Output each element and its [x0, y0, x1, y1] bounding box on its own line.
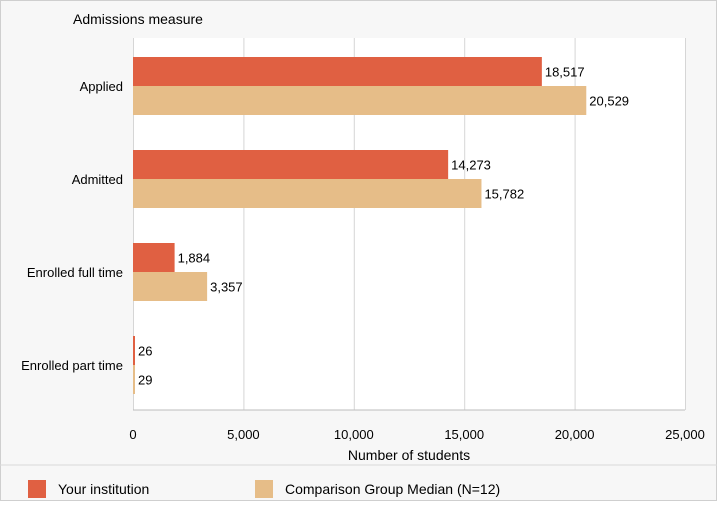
data-label: 26 — [138, 344, 152, 359]
data-label: 29 — [138, 373, 152, 388]
bar — [133, 272, 208, 301]
data-label: 20,529 — [589, 94, 629, 109]
chart-title: Admissions measure — [73, 11, 203, 27]
bars-group: 18,517 20,529 14,273 15,782 1,884 3,357 26 29 — [133, 57, 629, 394]
category-labels: Applied Admitted Enrolled full time Enrolle… — [21, 79, 123, 373]
x-axis-label: Number of students — [348, 447, 470, 463]
category-label: Applied — [80, 79, 123, 94]
bar — [133, 243, 175, 272]
legend-swatch — [255, 480, 273, 498]
x-tick-label: 15,000 — [444, 427, 484, 442]
bar — [133, 336, 135, 365]
data-label: 1,884 — [178, 251, 211, 266]
category-label: Enrolled part time — [21, 358, 123, 373]
bar — [133, 179, 482, 208]
data-label: 18,517 — [545, 65, 585, 80]
bar — [133, 150, 449, 179]
x-tick-label: 20,000 — [555, 427, 595, 442]
category-label: Admitted — [72, 172, 123, 187]
legend-label: Comparison Group Median (N=12) — [285, 481, 500, 497]
data-label: 3,357 — [210, 280, 243, 295]
x-tick-labels: 0 5,000 10,000 15,000 20,000 25,000 — [129, 427, 705, 442]
x-tick-label: 10,000 — [334, 427, 374, 442]
x-tick-label: 0 — [129, 427, 136, 442]
data-label: 15,782 — [484, 187, 524, 202]
legend: Your institution Comparison Group Median … — [28, 480, 500, 498]
x-tick-label: 5,000 — [227, 427, 260, 442]
category-label: Enrolled full time — [27, 265, 123, 280]
data-label: 14,273 — [451, 158, 491, 173]
bar — [133, 57, 542, 86]
legend-label: Your institution — [58, 481, 149, 497]
x-tick-label: 25,000 — [665, 427, 705, 442]
bar — [133, 365, 135, 394]
legend-swatch — [28, 480, 46, 498]
bar — [133, 86, 587, 115]
